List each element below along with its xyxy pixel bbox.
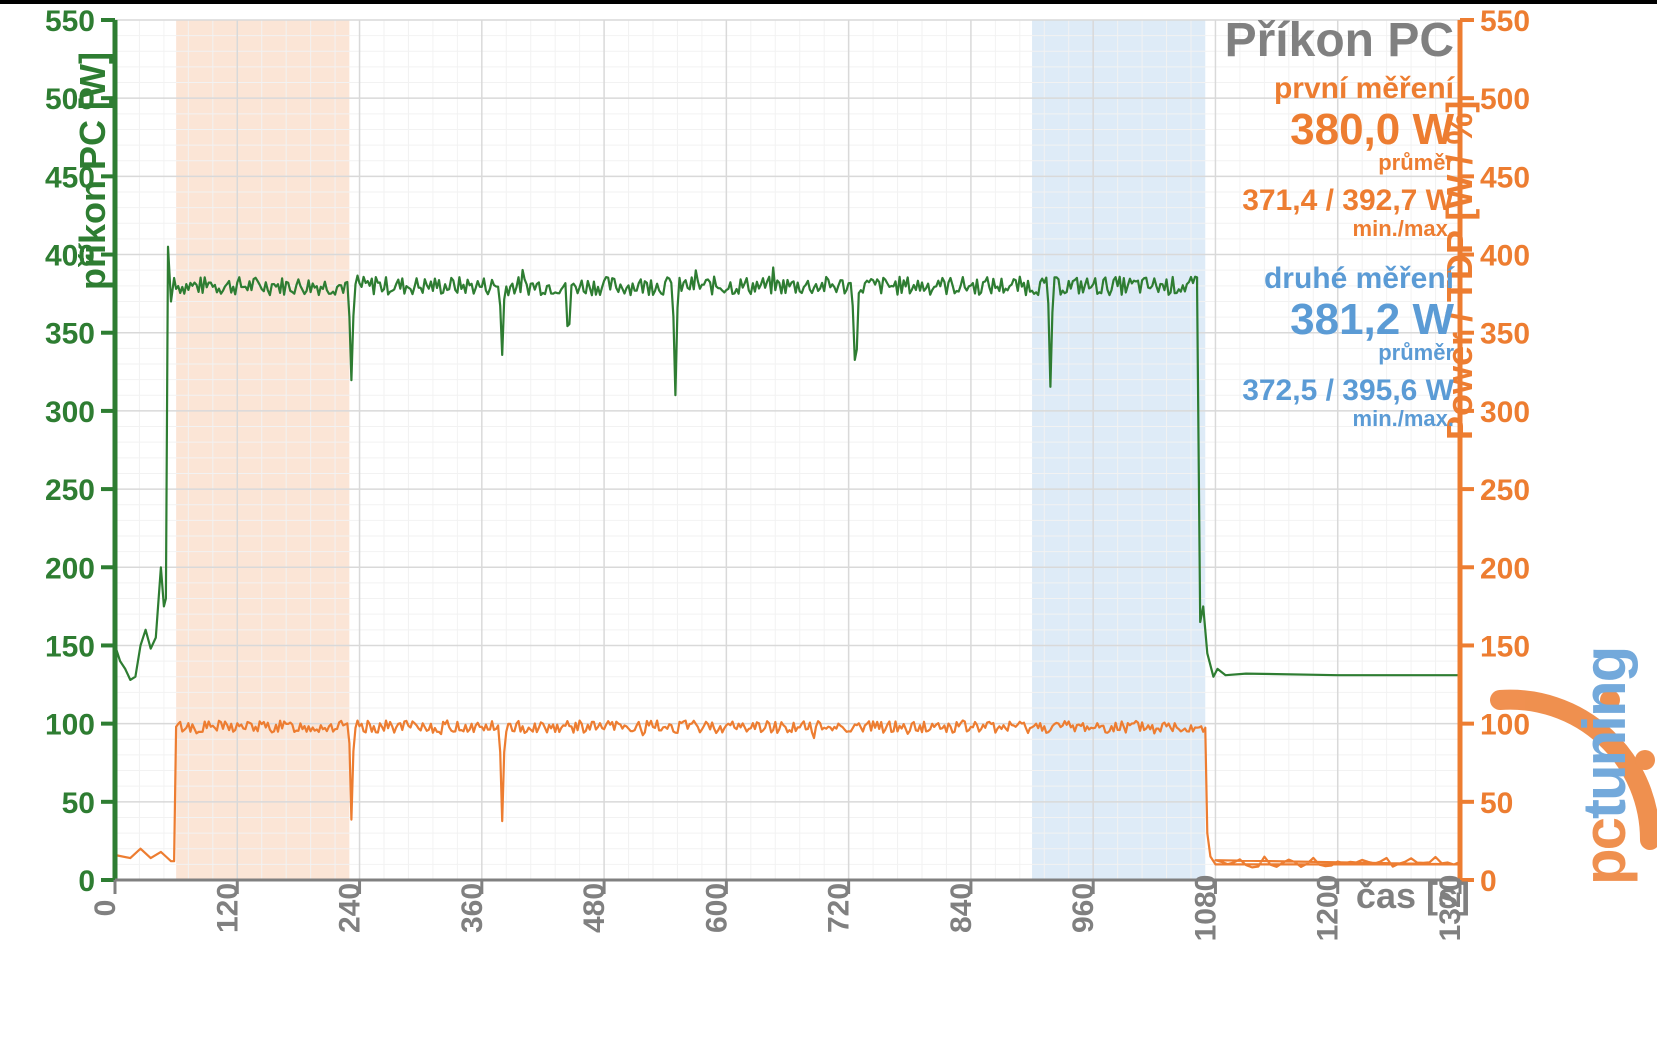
measurement-range: 371,4 / 392,7 W (1242, 184, 1454, 217)
highlight-band (1032, 20, 1205, 880)
svg-text:300: 300 (45, 396, 95, 429)
svg-text:350: 350 (45, 318, 95, 351)
svg-text:550: 550 (45, 5, 95, 38)
measurement-avg-caption: průměr (1378, 150, 1454, 175)
svg-text:50: 50 (1480, 787, 1513, 820)
x-tick-label: 240 (334, 883, 367, 933)
x-tick-label: 120 (211, 883, 244, 933)
x-tick-label: 960 (1067, 883, 1100, 933)
svg-text:200: 200 (45, 552, 95, 585)
svg-text:350: 350 (1480, 318, 1530, 351)
measurement-range: 372,5 / 395,6 W (1242, 374, 1454, 407)
y-axis-left-label: příkon PC [W] (72, 52, 113, 290)
measurement-range-caption: min./max. (1353, 406, 1454, 431)
svg-text:100: 100 (1480, 709, 1530, 742)
x-tick-label: 1200 (1312, 875, 1345, 942)
svg-text:250: 250 (1480, 474, 1530, 507)
svg-text:450: 450 (1480, 161, 1530, 194)
x-tick-label: 840 (945, 883, 978, 933)
svg-text:150: 150 (1480, 630, 1530, 663)
x-tick-label: 480 (578, 883, 611, 933)
measurement-label: druhé měření (1264, 262, 1456, 295)
x-tick-label: 720 (823, 883, 856, 933)
svg-text:550: 550 (1480, 5, 1530, 38)
x-axis-label: čas [s] (1356, 875, 1470, 916)
x-tick-label: 360 (456, 883, 489, 933)
measurement-label: první měření (1274, 72, 1456, 105)
svg-text:400: 400 (1480, 240, 1530, 273)
svg-text:150: 150 (45, 630, 95, 663)
svg-text:300: 300 (1480, 396, 1530, 429)
chart-container: 0 50 100 150 200 250 300 350 400 450 500 550 0 50 100 1… (0, 0, 1657, 1044)
x-tick-label: 600 (700, 883, 733, 933)
svg-text:0: 0 (1480, 865, 1497, 898)
svg-text:200: 200 (1480, 552, 1530, 585)
chart-title: Příkon PC (1225, 14, 1454, 67)
measurement-range-caption: min./max. (1353, 216, 1454, 241)
measurement-avg: 380,0 W (1290, 105, 1454, 154)
logo-text: pctuning (1571, 648, 1638, 885)
svg-text:100: 100 (45, 709, 95, 742)
svg-text:250: 250 (45, 474, 95, 507)
svg-text:500: 500 (1480, 83, 1530, 116)
measurement-avg-caption: průměr (1378, 340, 1454, 365)
x-tick-label: 1080 (1189, 875, 1222, 942)
svg-text:0: 0 (78, 865, 95, 898)
highlight-band (176, 20, 349, 880)
measurement-avg: 381,2 W (1290, 295, 1454, 344)
chart-svg: 0 50 100 150 200 250 300 350 400 450 500 550 0 50 100 1… (0, 0, 1657, 1044)
svg-text:50: 50 (62, 787, 95, 820)
x-tick-label: 0 (89, 900, 122, 917)
